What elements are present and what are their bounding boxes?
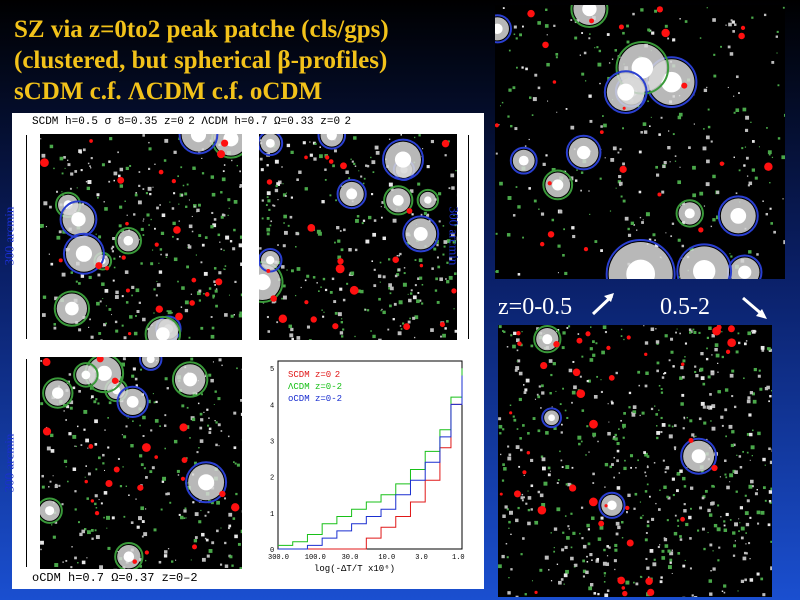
lcdm-sky-map <box>259 134 457 340</box>
legend-entry: SCDM z=0 2 <box>288 370 340 380</box>
bottom-caption: oCDM h=0.7 Ω=0.37 z=0–2 <box>32 571 198 585</box>
x-tick-label: 300.0 <box>268 554 289 562</box>
chart-frame <box>277 360 463 550</box>
histogram-svg: 0 1 2 3 4 5 300.0 100.0 30.0 10.0 3.0 1.0 log(-ΔT/T … <box>268 360 465 574</box>
scale-label-top-left: 300 arcmin <box>1 206 17 266</box>
scale-label-bottom-left: 300 arcmin <box>1 433 17 493</box>
high-z-sky-map <box>495 5 785 279</box>
title-line-1: SZ via z=0to2 peak patche (cls/gps) <box>14 16 389 43</box>
high-redshift-label: 0.5-2 <box>660 294 710 320</box>
scale-arrow-top-right <box>468 135 469 339</box>
y-tick-label: 0 <box>270 547 274 555</box>
y-tick-label: 1 <box>270 511 274 519</box>
arrow-up-right-icon <box>590 290 618 318</box>
title-line-3: sCDM c.f. ΛCDM c.f. oCDM <box>14 78 323 105</box>
y-tick-label: 4 <box>270 402 274 410</box>
scdm-sky-map <box>40 134 242 340</box>
low-z-sky-map <box>498 325 772 597</box>
legend-entry: oCDM z=0-2 <box>288 394 342 404</box>
arrow-down-right-icon <box>740 294 770 322</box>
slide-title: SZ via z=0to2 peak patche (cls/gps) (clu… <box>14 14 494 107</box>
legend-entry: ΛCDM z=0-2 <box>288 382 342 392</box>
scale-label-top-right: 300 arcmin <box>446 206 462 266</box>
low-redshift-label: z=0-0.5 <box>498 294 573 320</box>
series-line <box>278 375 463 550</box>
y-tick-label: 3 <box>270 439 274 447</box>
x-axis-label: log(-ΔT/T x10⁶) <box>314 564 395 574</box>
top-caption: SCDM h=0.5 σ 8=0.35 z=0 2 ΛCDM h=0.7 Ω=0… <box>32 116 352 128</box>
series-line <box>278 371 463 550</box>
x-tick-label: 30.0 <box>342 554 359 562</box>
y-tick-label: 2 <box>270 475 274 483</box>
y-tick-label: 5 <box>270 366 274 374</box>
temperature-histogram: 0 1 2 3 4 5 300.0 100.0 30.0 10.0 3.0 1.0 log(-ΔT/T … <box>256 353 474 575</box>
ocdm-sky-map <box>40 357 242 569</box>
four-panel-figure: SCDM h=0.5 σ 8=0.35 z=0 2 ΛCDM h=0.7 Ω=0… <box>1 113 484 589</box>
scale-arrow-top-left <box>26 135 27 339</box>
x-tick-label: 10.0 <box>378 554 395 562</box>
title-line-2: (clustered, but spherical β-profiles) <box>14 47 388 74</box>
scale-arrow-bottom-left <box>26 359 27 567</box>
x-tick-label: 1.0 <box>452 554 465 562</box>
x-tick-label: 100.0 <box>305 554 326 562</box>
x-tick-label: 3.0 <box>415 554 428 562</box>
